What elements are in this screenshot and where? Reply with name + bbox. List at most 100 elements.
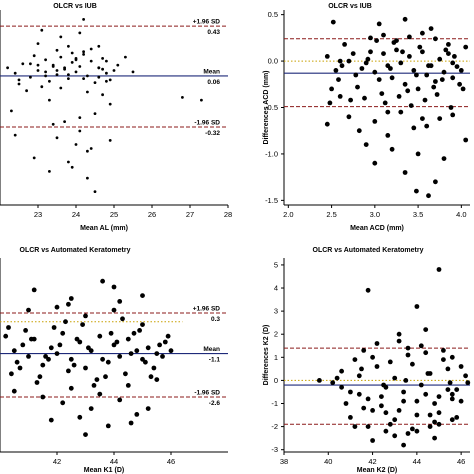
data-point <box>365 396 371 402</box>
data-point <box>108 78 112 82</box>
data-point <box>66 368 71 374</box>
panel-3: OLCR vs Automated Keratometry 42 44 46 Mean … <box>0 247 228 474</box>
data-point <box>353 72 359 78</box>
data-point <box>362 95 367 101</box>
x-tick-label: 23 <box>34 210 42 219</box>
panel-title: OLCR vs IUB <box>328 3 372 10</box>
data-point <box>40 362 46 368</box>
data-point <box>55 136 59 140</box>
data-point <box>405 352 411 358</box>
data-point <box>414 398 420 404</box>
data-point <box>25 89 28 93</box>
data-point <box>26 354 31 359</box>
data-point <box>356 373 362 379</box>
data-point <box>450 112 456 118</box>
data-point <box>433 79 438 84</box>
data-point <box>437 56 443 62</box>
data-point <box>124 55 127 59</box>
data-point <box>74 336 80 342</box>
data-point <box>383 428 389 434</box>
data-point <box>398 109 404 115</box>
data-point <box>387 359 393 365</box>
data-point <box>70 61 74 64</box>
x-tick-label: 4.0 <box>456 210 466 219</box>
data-point <box>59 86 63 90</box>
data-point <box>71 362 77 368</box>
x-axis-label: Mean AL (mm) <box>80 225 128 232</box>
data-point <box>36 69 40 72</box>
data-point <box>29 336 34 342</box>
data-point <box>423 350 429 356</box>
data-point <box>11 388 17 394</box>
data-point <box>111 307 117 313</box>
data-point <box>70 165 74 169</box>
data-point <box>402 81 408 87</box>
data-point <box>365 287 371 293</box>
data-point <box>59 55 63 59</box>
line-value: 0.43 <box>207 29 220 36</box>
data-point <box>40 28 44 32</box>
y-tick-label: 0 <box>274 376 278 385</box>
data-point <box>82 77 85 80</box>
x-tick-label: 26 <box>148 210 156 219</box>
data-point <box>385 133 391 138</box>
data-point <box>449 391 455 397</box>
data-point <box>89 59 93 63</box>
data-point <box>60 330 66 336</box>
data-point <box>6 66 9 70</box>
data-point <box>414 428 420 434</box>
data-point <box>405 88 411 94</box>
data-point <box>78 116 82 119</box>
data-point <box>333 68 339 73</box>
data-point <box>465 380 471 386</box>
data-point <box>449 417 455 423</box>
data-point <box>105 71 108 75</box>
data-point <box>160 354 165 359</box>
data-point <box>94 377 100 382</box>
data-point <box>317 378 322 383</box>
data-point <box>396 94 402 99</box>
data-point <box>44 70 47 74</box>
data-point <box>97 44 101 48</box>
data-point <box>68 385 74 391</box>
data-point <box>359 66 365 71</box>
data-point <box>74 57 78 60</box>
y-tick-label: -1.5 <box>265 196 278 205</box>
data-point <box>67 44 70 48</box>
data-point <box>100 356 105 362</box>
data-point <box>359 366 364 372</box>
data-point <box>398 60 404 66</box>
data-point <box>424 123 430 129</box>
data-point <box>401 398 406 404</box>
data-point <box>405 345 411 351</box>
line-value: 0.06 <box>207 79 220 86</box>
data-point <box>11 348 17 354</box>
data-point <box>105 423 111 429</box>
x-axis-label: Mean ACD (mm) <box>350 225 404 232</box>
data-point <box>374 364 380 369</box>
data-point <box>339 63 345 69</box>
data-point <box>437 116 443 121</box>
data-point <box>324 121 330 127</box>
data-point <box>66 301 71 307</box>
data-point <box>431 84 437 90</box>
data-point <box>346 58 352 64</box>
data-point <box>108 330 114 336</box>
data-point <box>125 383 131 388</box>
data-point <box>17 365 23 371</box>
x-axis-label: Mean K2 (D) <box>357 467 397 474</box>
data-point <box>411 68 417 73</box>
data-point <box>10 109 13 113</box>
data-point <box>361 405 367 411</box>
data-point <box>32 54 36 58</box>
data-point <box>408 103 414 108</box>
data-point <box>128 351 134 356</box>
data-point <box>93 190 97 194</box>
data-point <box>117 397 123 403</box>
y-tick-label: -2 <box>271 422 278 431</box>
data-point <box>67 160 70 164</box>
data-point <box>83 313 88 319</box>
data-point <box>117 299 123 304</box>
data-point <box>410 361 415 367</box>
